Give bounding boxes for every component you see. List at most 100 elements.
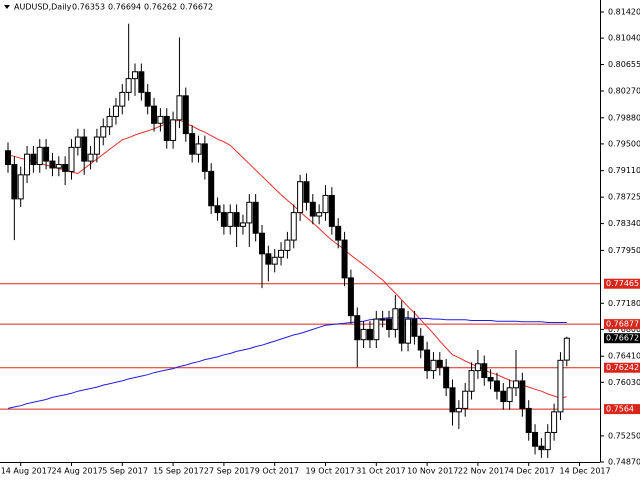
candle-body xyxy=(62,164,69,172)
level-label: 0.77465 xyxy=(606,279,639,288)
candle-body xyxy=(138,71,145,93)
candle-body xyxy=(474,363,481,372)
candle-body xyxy=(525,407,532,433)
candle-body xyxy=(341,239,348,279)
candle-body xyxy=(443,366,450,389)
level-label-box xyxy=(604,319,640,330)
y-tick-label: 0.78725 xyxy=(608,193,640,202)
candle-body xyxy=(55,164,62,169)
candle-body xyxy=(220,212,227,227)
candle-body xyxy=(424,349,431,372)
candle-body xyxy=(278,249,285,258)
candle-body xyxy=(195,143,202,155)
candle-body xyxy=(436,359,443,368)
candle-body xyxy=(297,181,304,214)
y-tick-label: 0.81040 xyxy=(608,34,640,43)
candle-body xyxy=(551,411,558,433)
price-label: 0.76672 xyxy=(606,334,639,343)
x-tick-label: 14 Aug 2017 xyxy=(1,467,52,476)
candle-body xyxy=(398,308,405,344)
candle-body xyxy=(87,153,94,162)
candle-body xyxy=(208,170,215,207)
candle-body xyxy=(11,164,18,200)
moving-average xyxy=(7,317,567,409)
candle-body xyxy=(157,115,164,124)
y-tick-label: 0.79880 xyxy=(608,113,640,122)
candle-body xyxy=(354,315,361,341)
low-price: 0.76262 xyxy=(144,3,177,12)
y-tick-label: 0.80655 xyxy=(608,60,640,69)
candle-body xyxy=(246,201,253,224)
candle-body xyxy=(24,153,31,176)
candle-body xyxy=(462,390,469,409)
level-label: 0.7564 xyxy=(606,405,634,414)
candle-body xyxy=(144,91,151,107)
candle-body xyxy=(176,95,183,121)
open-price: 0.76353 xyxy=(72,3,105,12)
candle-body xyxy=(106,115,113,128)
candle-body xyxy=(360,328,367,341)
candle-body xyxy=(328,194,335,227)
candle-body xyxy=(284,239,291,251)
candle-body xyxy=(233,212,240,227)
candle-body xyxy=(455,407,462,413)
x-tick-label: 5 Sep 2017 xyxy=(102,467,148,476)
candle-body xyxy=(214,205,221,214)
y-tick-label: 0.79110 xyxy=(608,166,640,175)
x-tick-label: 15 Sep 2017 xyxy=(153,467,204,476)
candle-body xyxy=(100,126,107,138)
candle-body xyxy=(303,181,310,203)
y-tick-label: 0.77950 xyxy=(608,246,640,255)
y-tick-label: 0.78340 xyxy=(608,219,640,228)
x-tick-label: 10 Nov 2017 xyxy=(407,467,458,476)
candle-body xyxy=(151,105,158,124)
level-label-box xyxy=(604,278,640,289)
candle-body xyxy=(93,136,100,155)
candle-body xyxy=(513,380,519,389)
high-price: 0.76694 xyxy=(108,3,141,12)
candle-body xyxy=(544,431,551,451)
level-label-box xyxy=(604,404,640,415)
x-tick-label: 31 Oct 2017 xyxy=(356,467,405,476)
y-tick-label: 0.76410 xyxy=(608,352,640,361)
candle-body xyxy=(227,212,234,227)
candle-body xyxy=(119,91,126,107)
candle-body xyxy=(386,318,392,330)
y-tick-label: 0.75250 xyxy=(608,431,640,440)
candle-body xyxy=(417,335,424,351)
candle-body xyxy=(316,212,323,217)
candle-body xyxy=(74,136,81,148)
y-tick-label: 0.76030 xyxy=(608,378,640,387)
candle-body xyxy=(373,318,380,341)
candle-body xyxy=(430,359,437,372)
candle-body xyxy=(347,277,354,317)
candle-body xyxy=(125,78,132,93)
candle-body xyxy=(36,146,43,166)
candle-body xyxy=(112,105,119,117)
candle-body xyxy=(557,359,564,413)
x-tick-label: 9 Oct 2017 xyxy=(255,467,299,476)
candle-body xyxy=(43,146,50,162)
candle-body xyxy=(481,363,488,378)
candle-body xyxy=(182,95,189,135)
candle-body xyxy=(132,71,138,80)
candle-body xyxy=(563,337,570,361)
level-label: 0.76242 xyxy=(606,363,639,372)
candle-body xyxy=(290,212,297,241)
menu-icon xyxy=(4,5,10,9)
candle-body xyxy=(271,256,278,265)
candle-body xyxy=(411,318,418,337)
close-price: 0.76672 xyxy=(180,3,213,12)
candle-body xyxy=(81,136,88,162)
candle-body xyxy=(493,380,500,392)
y-tick-label: 0.81420 xyxy=(608,8,640,17)
x-tick-label: 27 Sep 2017 xyxy=(204,467,255,476)
x-tick-label: 4 Dec 2017 xyxy=(509,467,555,476)
y-tick-label: 0.74870 xyxy=(608,458,640,467)
candle-body xyxy=(366,328,373,341)
candle-body xyxy=(189,133,196,155)
level-label-box xyxy=(604,362,640,373)
candle-body xyxy=(49,160,56,169)
